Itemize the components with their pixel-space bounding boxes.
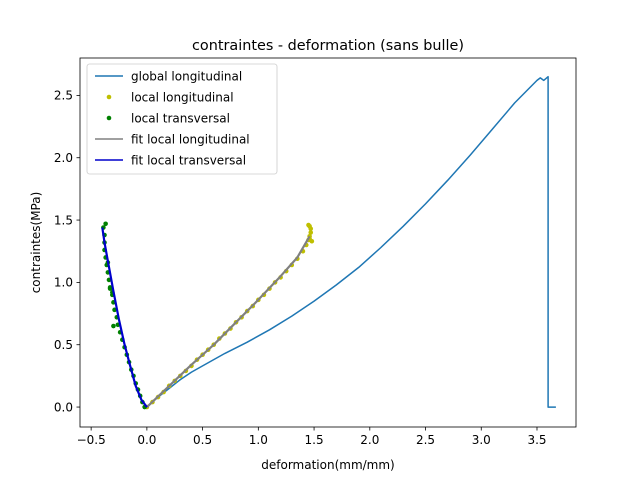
x-tick-label: 2.0 — [360, 433, 379, 447]
data-point-local-longitudinal — [306, 222, 311, 228]
legend-swatch — [106, 115, 112, 121]
legend-box — [86, 63, 278, 175]
y-axis-label: contraintes(MPa) — [29, 192, 43, 294]
data-point-local-transversal — [111, 323, 116, 329]
x-tick-label: −0.5 — [77, 433, 106, 447]
data-point-local-longitudinal — [308, 230, 314, 235]
data-point-local-transversal — [107, 286, 113, 291]
data-point-local-transversal — [103, 221, 108, 227]
legend-entry: fit local transversal — [131, 154, 246, 168]
legend: global longitudinal local longitudinal loc… — [86, 63, 278, 175]
x-tick-label: 3.5 — [527, 433, 546, 447]
data-point-local-transversal — [112, 307, 117, 313]
axes: −0.5 0.0 0.5 1.0 1.5 2.0 2.5 3.0 3.5 0.0 0.5 1.0 1.5… — [54, 89, 547, 447]
chart-title: contraintes - deformation (sans bulle) — [192, 38, 464, 54]
x-tick-label: 0.0 — [137, 433, 156, 447]
y-tick-label: 0.0 — [54, 400, 73, 414]
legend-entry: local longitudinal — [131, 91, 234, 105]
x-tick-label: 1.5 — [305, 433, 324, 447]
y-tick-label: 2.0 — [54, 151, 73, 165]
x-tick-label: 2.5 — [416, 433, 435, 447]
legend-entry: local transversal — [131, 112, 230, 126]
legend-entry: global longitudinal — [131, 70, 242, 84]
x-axis-label: deformation(mm/mm) — [261, 458, 394, 472]
y-tick-label: 1.0 — [54, 276, 73, 290]
y-tick-label: 2.5 — [54, 89, 73, 103]
data-point-local-longitudinal — [309, 238, 315, 244]
series-line-global-longitudinal — [146, 75, 556, 408]
legend-entry: fit local longitudinal — [131, 133, 250, 147]
series-line-fit-local-transversal — [101, 227, 148, 408]
y-tick-label: 1.5 — [54, 213, 73, 227]
y-tick-label: 0.5 — [54, 338, 73, 352]
plot-area — [101, 75, 556, 410]
x-tick-label: 3.0 — [472, 433, 491, 447]
x-tick-label: 1.0 — [249, 433, 268, 447]
series-line-fit-local-longitudinal — [146, 235, 311, 408]
axes-frame — [79, 57, 577, 428]
x-tick-label: 0.5 — [193, 433, 212, 447]
legend-swatch — [106, 94, 112, 100]
